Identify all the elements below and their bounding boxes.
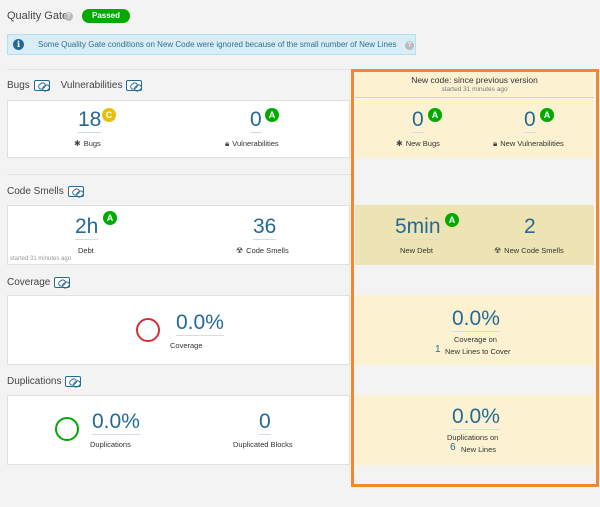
quality-gate-title: Quality Gate	[7, 10, 69, 22]
duplications-header: Duplications	[7, 376, 82, 388]
duplications-ring-icon	[55, 417, 79, 441]
duplicated-blocks-value[interactable]: 0	[259, 410, 271, 435]
new-coverage-value[interactable]: 0.0%	[452, 307, 500, 332]
vulns-label: 🔒︎ Vulnerabilities	[225, 139, 279, 148]
coverage-label: Coverage	[170, 341, 203, 350]
new-duplications-value[interactable]: 0.0%	[452, 405, 500, 430]
new-lines-value[interactable]: 6	[450, 442, 456, 453]
info-banner-text: Some Quality Gate conditions on New Code…	[38, 40, 397, 49]
new-bugs-vulns-card	[355, 99, 594, 158]
divider	[7, 174, 351, 175]
new-bugs-rating[interactable]: A	[428, 108, 442, 122]
new-vulns-rating[interactable]: A	[540, 108, 554, 122]
bugs-value[interactable]: 18	[78, 108, 102, 133]
new-vulns-label: 🔒︎ New Vulnerabilities	[493, 139, 564, 148]
bugs-vulns-header: Bugs Vulnerabilities	[7, 80, 143, 92]
debt-label: Debt	[78, 246, 94, 255]
new-code-smells-label: ☢︎ New Code Smells	[494, 246, 564, 255]
new-coverage-label: Coverage on	[454, 335, 497, 344]
coverage-section-title: Coverage	[7, 277, 51, 289]
debt-value[interactable]: 2h	[75, 215, 99, 240]
bugs-label: ✱ Bugs	[74, 139, 101, 148]
new-lines-to-cover-label: New Lines to Cover	[445, 347, 511, 356]
new-bugs-label: ✱ New Bugs	[396, 139, 440, 148]
new-vulns-value[interactable]: 0	[524, 108, 536, 133]
coverage-card	[7, 295, 350, 365]
new-duplications-card	[355, 395, 594, 465]
bugs-vulns-card	[7, 100, 350, 158]
new-code-started: started 31 minutes ago	[441, 86, 508, 93]
code-smells-card	[7, 205, 350, 265]
lock-icon: 🔒︎	[225, 139, 230, 148]
duplications-label: Duplications	[90, 440, 131, 449]
quality-gate-status-badge: Passed	[82, 9, 131, 23]
coverage-header: Coverage	[7, 277, 71, 289]
coverage-ring-icon	[136, 318, 160, 342]
new-code-header: New code: since previous version started…	[355, 72, 594, 98]
info-icon: i	[13, 39, 24, 50]
new-code-title: New code: since previous version	[411, 75, 538, 85]
bugs-link-icon[interactable]	[33, 80, 50, 91]
vulns-section-title: Vulnerabilities	[60, 80, 123, 92]
code-smells-value[interactable]: 36	[253, 215, 277, 240]
bug-icon: ✱	[74, 139, 81, 148]
new-duplications-label: Duplications on	[447, 433, 499, 442]
new-code-smells-card	[355, 205, 594, 265]
vulns-link-icon[interactable]	[126, 80, 143, 91]
new-lines-to-cover-value[interactable]: 1	[435, 344, 441, 355]
debt-rating[interactable]: A	[103, 211, 117, 225]
code-smells-link-icon[interactable]	[67, 186, 84, 197]
bugs-rating[interactable]: C	[102, 108, 116, 122]
code-smell-icon: ☢︎	[494, 246, 502, 255]
duplications-link-icon[interactable]	[65, 376, 82, 387]
new-debt-value[interactable]: 5min	[395, 215, 441, 240]
new-debt-label: New Debt	[400, 246, 433, 255]
new-debt-rating[interactable]: A	[445, 213, 459, 227]
duplications-section-title: Duplications	[7, 376, 62, 388]
new-code-smells-value[interactable]: 2	[524, 215, 536, 240]
bugs-section-title: Bugs	[7, 80, 30, 92]
duplicated-blocks-label: Duplicated Blocks	[233, 440, 293, 449]
vulns-rating[interactable]: A	[265, 108, 279, 122]
vulns-value[interactable]: 0	[250, 108, 262, 133]
divider	[7, 69, 592, 70]
info-banner: i Some Quality Gate conditions on New Co…	[7, 34, 416, 55]
help-icon[interactable]: ?	[405, 41, 414, 50]
coverage-value[interactable]: 0.0%	[176, 311, 224, 336]
started-label: started 31 minutes ago	[10, 256, 72, 262]
code-smells-header: Code Smells	[7, 186, 84, 197]
new-bugs-value[interactable]: 0	[412, 108, 424, 133]
new-lines-label: New Lines	[461, 445, 497, 454]
help-icon[interactable]: ?	[64, 12, 73, 21]
lock-icon: 🔒︎	[493, 139, 498, 148]
new-coverage-card	[355, 295, 594, 365]
bug-icon: ✱	[396, 139, 403, 148]
code-smell-icon: ☢︎	[236, 246, 244, 255]
duplications-value[interactable]: 0.0%	[92, 410, 140, 435]
code-smells-label: ☢︎ Code Smells	[236, 246, 289, 255]
coverage-link-icon[interactable]	[54, 277, 71, 288]
code-smells-section-title: Code Smells	[7, 186, 64, 198]
